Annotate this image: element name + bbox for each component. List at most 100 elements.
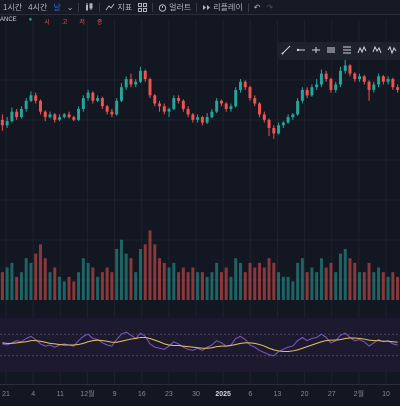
elliott-wave-icon[interactable] [372, 42, 382, 60]
toolbar-divider [196, 2, 198, 12]
toolbar-divider [78, 2, 80, 12]
interval-4h[interactable]: 4시간 [28, 2, 48, 12]
volume-bar [72, 281, 76, 300]
volume-bar [281, 276, 285, 300]
toolbar-divider [99, 2, 101, 12]
volume-bar [15, 276, 19, 300]
time-axis[interactable]: 21 4 11 12월 9 16 23 30 2025 6 13 20 27 2월 10 [0, 384, 400, 401]
interval-dropdown-icon[interactable]: ⌄ [66, 2, 74, 12]
candle-body [96, 98, 100, 101]
indicators-button[interactable]: 지표 [102, 0, 135, 14]
volume-bar [315, 272, 319, 300]
volume-bar [62, 281, 66, 300]
candle-body [58, 117, 61, 120]
volume-bar [19, 272, 23, 300]
volume-bar [258, 262, 261, 300]
interval-1h[interactable]: 1시간 [3, 2, 23, 12]
candle-body [348, 65, 352, 74]
volume-bar [267, 258, 271, 300]
volume-bar [229, 276, 233, 300]
candle-type-icon[interactable] [81, 0, 97, 14]
candle-body [0, 119, 4, 126]
volume-bar [377, 267, 381, 300]
candle-body [324, 73, 328, 80]
volume-bar [253, 267, 257, 300]
pattern-icon[interactable] [357, 42, 367, 60]
ohlc-legend: ANCE ● 시 고 저 종 [0, 17, 102, 26]
volume-bar [100, 272, 104, 300]
volume-bar [300, 258, 304, 300]
alarm-clock-icon [158, 3, 167, 12]
volume-bar [367, 262, 371, 300]
volume-bar [262, 267, 266, 300]
volume-bar [48, 272, 52, 300]
pitchfork-icon[interactable] [342, 42, 352, 60]
candle-body [200, 117, 204, 123]
volume-bar [96, 276, 100, 300]
volume-bar [53, 267, 57, 300]
volume-bar [172, 262, 176, 300]
volume-bar [324, 267, 328, 300]
candle-body [243, 81, 247, 88]
volume-bar [119, 239, 123, 300]
volume-bar [396, 276, 400, 300]
replay-button[interactable]: 리플레이 [199, 0, 245, 14]
volume-bar [77, 272, 81, 300]
volume-bar [115, 248, 119, 300]
horizontal-ray-icon[interactable] [296, 42, 306, 60]
interval-day[interactable]: 날 [53, 2, 61, 12]
volume-bar [391, 272, 395, 300]
trend-line-icon[interactable] [281, 42, 291, 60]
alert-button[interactable]: 얼러트 [155, 0, 194, 14]
candle-body [372, 84, 376, 90]
candle-body [215, 100, 219, 112]
candle-body [72, 117, 76, 120]
replay-label: 리플레이 [213, 2, 243, 12]
redo-icon[interactable]: ↷ [266, 2, 274, 12]
layout-grid-icon[interactable] [135, 0, 150, 14]
drawing-toolbar [278, 42, 400, 60]
candle-body [315, 84, 319, 88]
candle-body [224, 103, 228, 109]
candle-body [391, 79, 395, 88]
candle-body [367, 81, 371, 90]
candle-body [19, 108, 23, 118]
time-axis-tick-label: 13 [274, 391, 282, 398]
candle-body [339, 70, 342, 85]
price-chart[interactable] [0, 20, 400, 384]
candle-body [210, 111, 214, 118]
volume-bar [86, 262, 90, 300]
vertical-line-icon[interactable] [311, 42, 321, 60]
volume-bar [291, 281, 295, 300]
candle-body [129, 79, 133, 85]
time-axis-tick-label: 4 [31, 391, 35, 398]
volume-bar [348, 258, 352, 300]
volume-bar [0, 272, 4, 300]
candle-body [134, 81, 138, 85]
volume-bar [205, 276, 209, 300]
indicators-icon [106, 3, 115, 11]
candle-body [77, 108, 81, 120]
channel-icon[interactable] [326, 42, 336, 60]
volume-bar [153, 244, 157, 300]
legend-close-label: 종 [96, 20, 103, 26]
volume-bar [248, 262, 252, 300]
candle-body [86, 92, 90, 99]
candle-body [281, 122, 285, 126]
volume-bar [362, 272, 366, 300]
rsi-ma-line [2, 336, 398, 352]
legend-low-label: 저 [79, 20, 85, 26]
volume-bar [200, 272, 204, 300]
time-axis-tick-label: 23 [165, 391, 173, 398]
volume-bar [124, 253, 128, 300]
more-patterns-icon[interactable] [387, 42, 397, 60]
candle-body [181, 100, 185, 109]
candle-body [191, 114, 195, 120]
candle-body [172, 98, 176, 109]
candle-body [143, 70, 147, 80]
candle-body [110, 111, 114, 115]
undo-icon[interactable]: ↶ [253, 2, 261, 12]
volume-bar [10, 262, 14, 300]
volume-bar [210, 272, 214, 300]
volume-bar [105, 267, 109, 300]
